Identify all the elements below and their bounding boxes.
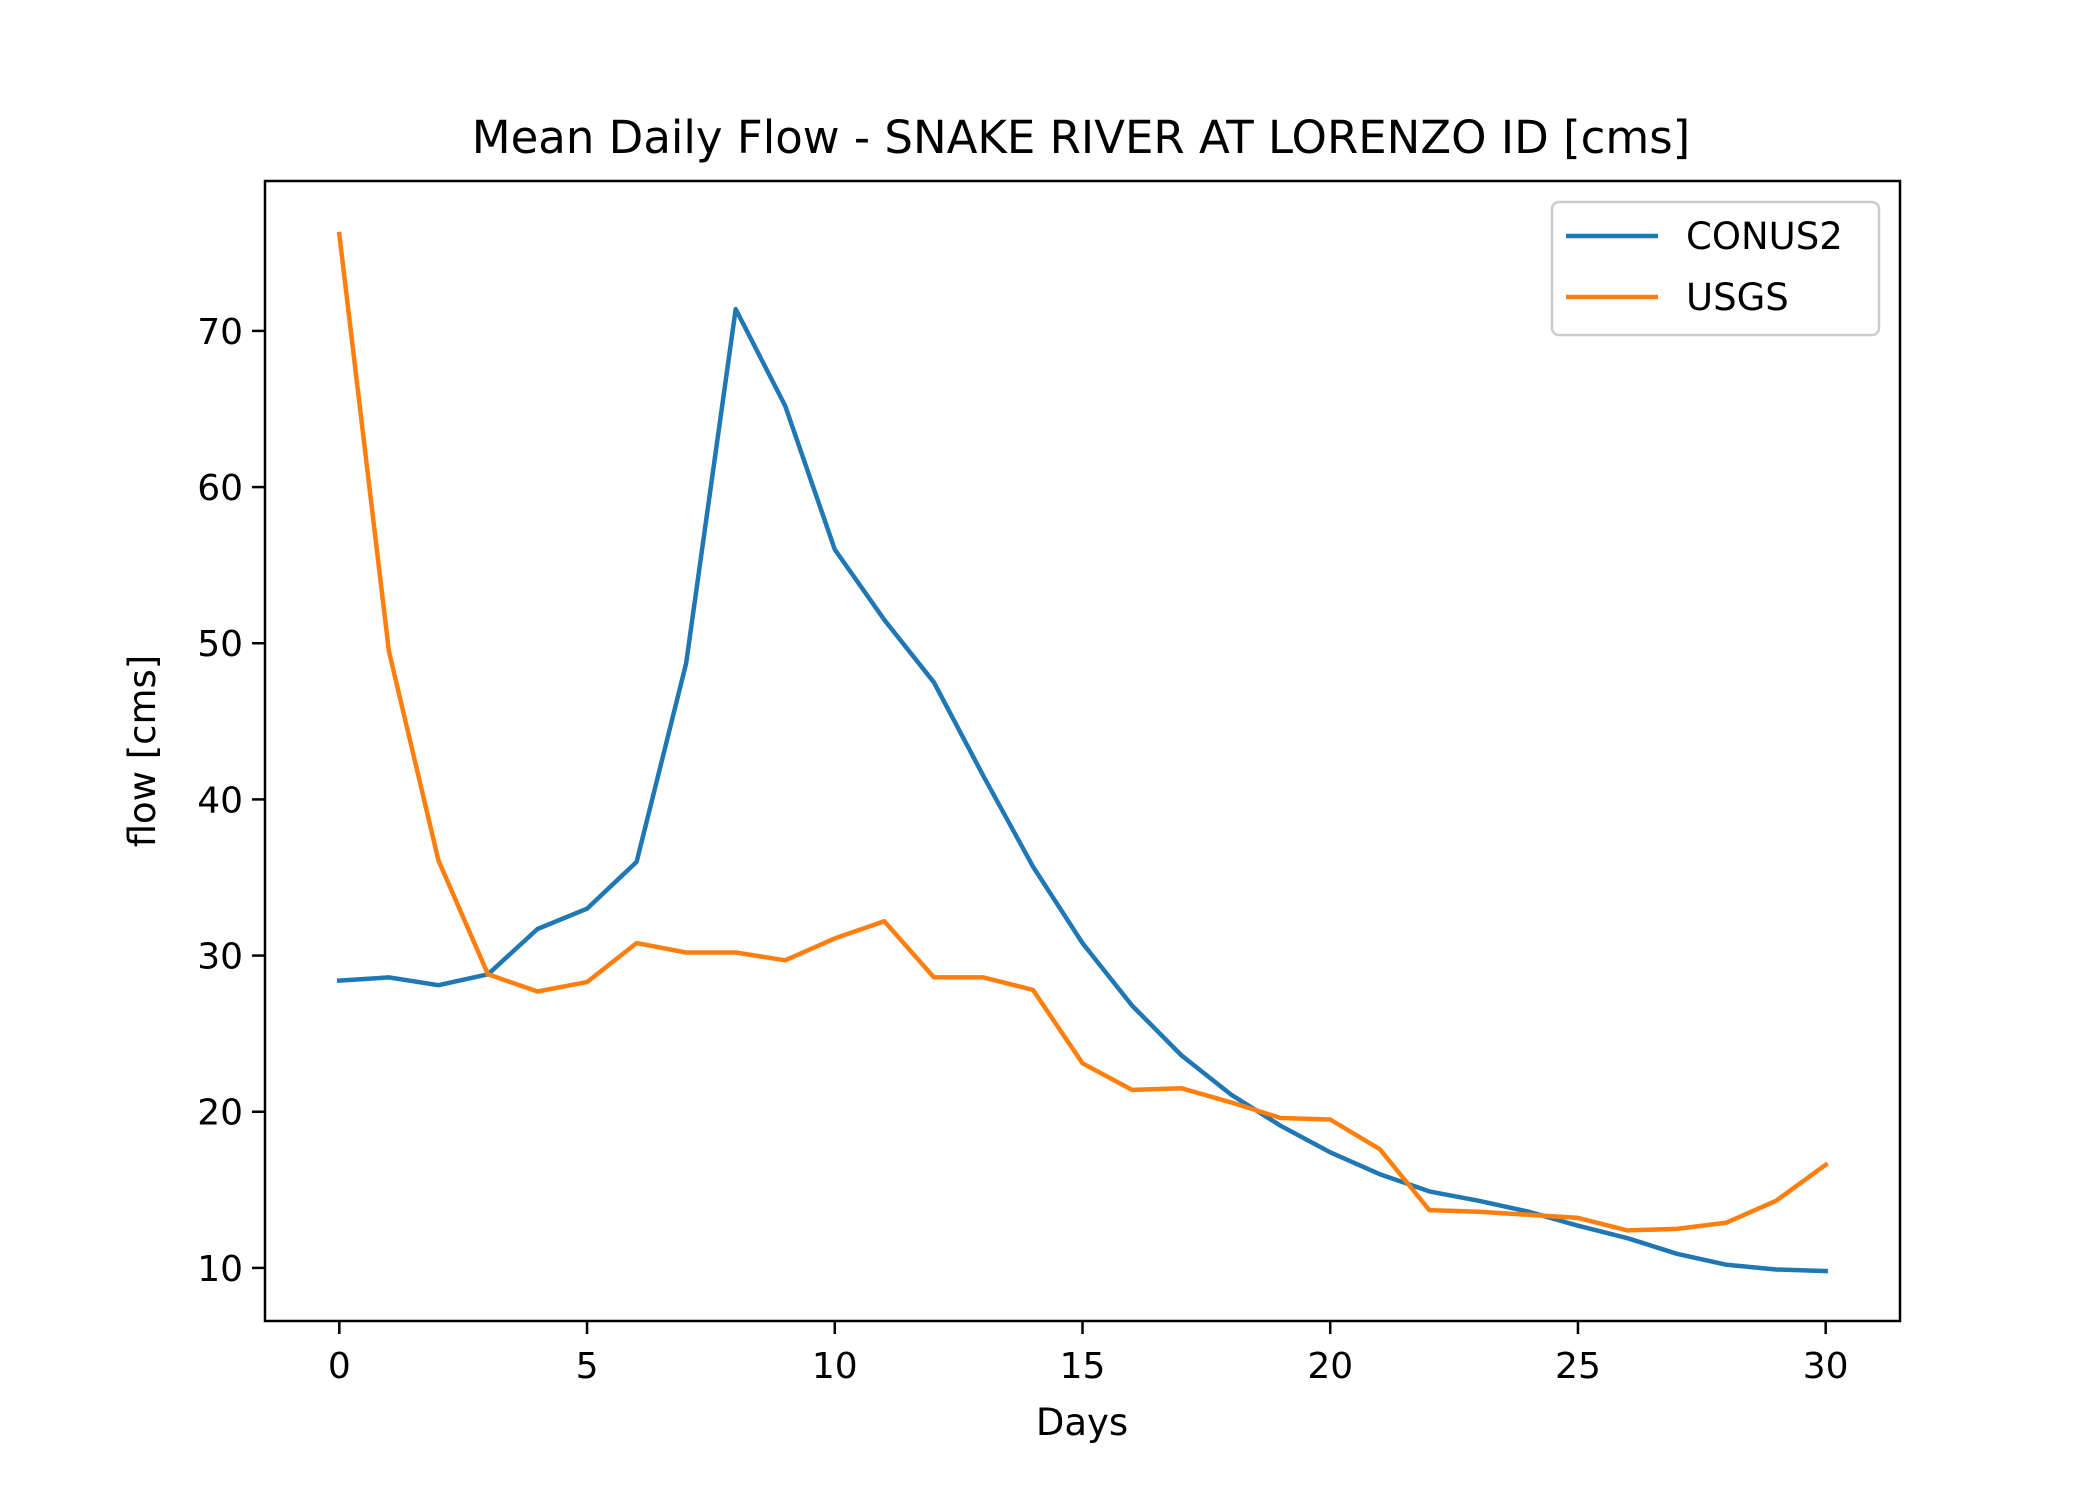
x-tick-label: 20 <box>1307 1346 1353 1387</box>
x-tick-label: 10 <box>812 1346 858 1387</box>
x-tick-label: 25 <box>1555 1346 1601 1387</box>
legend-label-conus2: CONUS2 <box>1686 215 1843 258</box>
x-tick-label: 15 <box>1060 1346 1106 1387</box>
x-axis-label: Days <box>1036 1401 1128 1444</box>
y-tick-label: 70 <box>197 312 243 353</box>
series-line-conus2 <box>336 306 1829 1274</box>
legend-label-usgs: USGS <box>1686 276 1789 319</box>
y-tick-label: 30 <box>197 937 243 978</box>
y-axis-label: flow [cms] <box>121 655 164 848</box>
y-tick-label: 60 <box>197 468 243 509</box>
chart-title: Mean Daily Flow - SNAKE RIVER AT LORENZO… <box>472 111 1690 164</box>
y-tick-label: 20 <box>197 1093 243 1134</box>
x-tick-label: 30 <box>1803 1346 1849 1387</box>
x-tick-label: 0 <box>328 1346 351 1387</box>
y-axis-ticks: 10 20 30 40 50 60 70 <box>197 312 265 1290</box>
y-tick-label: 40 <box>197 780 243 821</box>
y-tick-label: 50 <box>197 624 243 665</box>
y-tick-label: 10 <box>197 1249 243 1290</box>
x-axis-ticks: 0 5 10 15 20 25 30 <box>328 1321 1849 1387</box>
plot-lines <box>336 231 1829 1274</box>
series-line-usgs <box>336 231 1829 1233</box>
x-tick-label: 5 <box>576 1346 599 1387</box>
legend: CONUS2 USGS <box>1550 200 1881 337</box>
